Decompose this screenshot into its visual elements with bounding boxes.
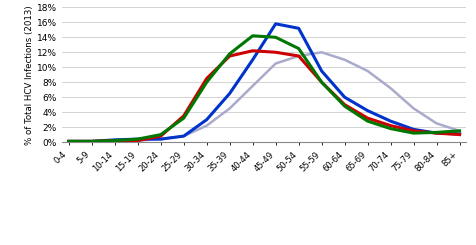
Switzerland bbox=[388, 127, 394, 130]
Sweden bbox=[204, 77, 209, 80]
Turkey bbox=[319, 51, 325, 54]
Legend: Spain, Sweden, Switzerland, Turkey: Spain, Sweden, Switzerland, Turkey bbox=[109, 244, 419, 245]
Turkey bbox=[296, 55, 301, 58]
Line: Turkey: Turkey bbox=[69, 52, 460, 141]
Sweden bbox=[89, 140, 95, 143]
Spain bbox=[112, 138, 118, 141]
Switzerland bbox=[250, 34, 256, 37]
Spain bbox=[365, 109, 370, 112]
Turkey bbox=[204, 124, 209, 127]
Sweden bbox=[181, 114, 187, 117]
Switzerland bbox=[319, 81, 325, 84]
Turkey bbox=[66, 140, 71, 143]
Switzerland bbox=[273, 36, 278, 39]
Switzerland bbox=[342, 105, 347, 108]
Turkey bbox=[434, 122, 439, 125]
Spain bbox=[135, 138, 140, 141]
Switzerland bbox=[434, 131, 439, 134]
Sweden bbox=[273, 51, 278, 54]
Spain bbox=[204, 118, 209, 121]
Sweden bbox=[112, 139, 118, 142]
Spain bbox=[434, 132, 439, 135]
Switzerland bbox=[89, 140, 95, 143]
Sweden bbox=[342, 103, 347, 106]
Spain bbox=[158, 138, 164, 141]
Spain bbox=[66, 140, 71, 143]
Turkey bbox=[342, 58, 347, 61]
Sweden bbox=[296, 55, 301, 58]
Sweden bbox=[66, 140, 71, 143]
Spain bbox=[273, 22, 278, 25]
Sweden bbox=[158, 135, 164, 138]
Switzerland bbox=[158, 133, 164, 136]
Switzerland bbox=[457, 129, 463, 132]
Spain bbox=[388, 120, 394, 122]
Turkey bbox=[457, 129, 463, 132]
Sweden bbox=[388, 124, 394, 127]
Switzerland bbox=[411, 132, 416, 135]
Sweden bbox=[319, 81, 325, 84]
Y-axis label: % of Total HCV Infections (2013): % of Total HCV Infections (2013) bbox=[25, 5, 34, 145]
Sweden bbox=[457, 133, 463, 136]
Sweden bbox=[135, 139, 140, 142]
Turkey bbox=[181, 135, 187, 138]
Sweden bbox=[411, 129, 416, 132]
Spain bbox=[342, 96, 347, 99]
Spain bbox=[319, 70, 325, 73]
Switzerland bbox=[204, 81, 209, 84]
Line: Switzerland: Switzerland bbox=[69, 36, 460, 141]
Turkey bbox=[273, 62, 278, 65]
Switzerland bbox=[296, 47, 301, 50]
Turkey bbox=[227, 107, 233, 110]
Sweden bbox=[434, 132, 439, 135]
Turkey bbox=[365, 70, 370, 73]
Turkey bbox=[89, 140, 95, 143]
Spain bbox=[227, 92, 233, 95]
Spain bbox=[89, 140, 95, 143]
Sweden bbox=[365, 117, 370, 120]
Sweden bbox=[250, 49, 256, 52]
Switzerland bbox=[227, 52, 233, 55]
Switzerland bbox=[135, 138, 140, 141]
Spain bbox=[411, 128, 416, 131]
Spain bbox=[181, 135, 187, 138]
Turkey bbox=[112, 140, 118, 143]
Switzerland bbox=[66, 140, 71, 143]
Sweden bbox=[227, 55, 233, 58]
Turkey bbox=[388, 87, 394, 90]
Turkey bbox=[250, 85, 256, 87]
Switzerland bbox=[181, 117, 187, 120]
Spain bbox=[457, 132, 463, 135]
Turkey bbox=[158, 138, 164, 141]
Switzerland bbox=[112, 139, 118, 142]
Spain bbox=[296, 27, 301, 30]
Turkey bbox=[411, 107, 416, 110]
Line: Sweden: Sweden bbox=[69, 51, 460, 141]
Switzerland bbox=[365, 120, 370, 122]
Spain bbox=[250, 58, 256, 61]
Turkey bbox=[135, 139, 140, 142]
Line: Spain: Spain bbox=[69, 24, 460, 141]
